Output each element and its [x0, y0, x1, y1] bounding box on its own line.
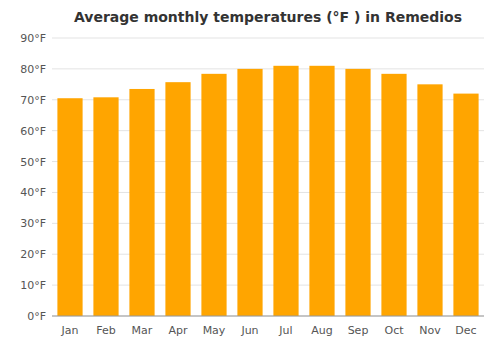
bar: [57, 98, 82, 316]
bar: [201, 74, 226, 316]
grid-line: [52, 38, 484, 39]
x-tick-label: Aug: [311, 324, 332, 337]
title: Average monthly temperatures (°F ) in Re…: [74, 9, 462, 25]
y-tick-label: 10°F: [20, 279, 46, 292]
x-tick-label: Oct: [384, 324, 404, 337]
x-tick-label: Apr: [168, 324, 188, 337]
grid-line: [52, 68, 484, 69]
y-tick-label: 50°F: [20, 156, 46, 169]
x-tick-label: Jan: [61, 324, 79, 337]
bar: [381, 74, 406, 316]
y-axis: 0°F 10°F 20°F 30°F 40°F 50°F 60°F 70°F 80°F 90°F: [20, 32, 484, 323]
y-tick-label: 0°F: [27, 310, 46, 323]
bar: [237, 69, 262, 316]
bar: [309, 66, 334, 316]
x-tick-label: Dec: [455, 324, 476, 337]
y-tick-label: 60°F: [20, 125, 46, 138]
y-tick-label: 70°F: [20, 94, 46, 107]
x-axis-line: [52, 316, 484, 317]
x-tick-label: Jun: [240, 324, 258, 337]
x-tick-label: Nov: [419, 324, 441, 337]
bar: [165, 82, 190, 316]
bar: [453, 94, 478, 316]
x-axis: Jan Feb Mar Apr May Jun Jul Aug Sep Oct Nov Dec: [61, 324, 477, 337]
y-tick-label: 40°F: [20, 186, 46, 199]
bar: [129, 89, 154, 316]
bars: [57, 66, 478, 316]
chart: Average monthly temperatures (°F ) in Re…: [0, 0, 500, 350]
x-tick-label: Feb: [96, 324, 115, 337]
x-tick-label: Mar: [132, 324, 153, 337]
y-tick-label: 20°F: [20, 248, 46, 261]
bar: [273, 66, 298, 316]
bar: [417, 84, 442, 316]
y-tick-label: 30°F: [20, 217, 46, 230]
bar: [345, 69, 370, 316]
x-tick-label: Jul: [278, 324, 292, 337]
y-tick-label: 80°F: [20, 63, 46, 76]
y-tick-label: 90°F: [20, 32, 46, 45]
x-tick-label: May: [203, 324, 226, 337]
bar: [93, 97, 118, 316]
x-tick-label: Sep: [348, 324, 369, 337]
grid-line: [52, 316, 484, 317]
